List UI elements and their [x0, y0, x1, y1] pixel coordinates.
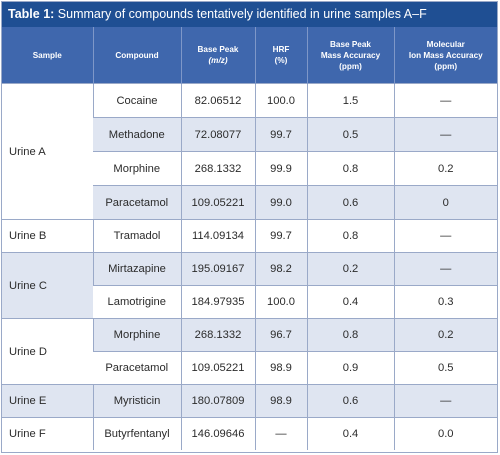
base-peak-cell: 109.05221 — [180, 185, 255, 220]
base-peak-cell: 268.1332 — [180, 318, 255, 352]
bpma-cell: 0.6 — [306, 185, 394, 220]
hrf-cell: 98.9 — [254, 384, 307, 418]
compound-cell: Mirtazapine — [92, 252, 181, 286]
sample-cell-urine-e: Urine E — [2, 384, 93, 418]
mima-cell: — — [393, 117, 497, 152]
table-caption: Table 1: Summary of compounds tentativel… — [2, 2, 497, 27]
table-row: Paracetamol 109.05221 99.0 0.6 0 — [2, 185, 497, 220]
compound-cell: Paracetamol — [93, 351, 181, 385]
base-peak-cell: 146.09646 — [180, 417, 255, 450]
mima-cell: — — [393, 83, 497, 118]
sample-cell-urine-f: Urine F — [2, 417, 93, 450]
bpma-cell: 0.9 — [306, 351, 394, 385]
table-body: Urine A Cocaine 82.06512 100.0 1.5 — Met… — [2, 83, 497, 450]
bpma-cell: 1.5 — [306, 83, 394, 118]
compound-cell: Lamotrigine — [93, 285, 181, 319]
base-peak-cell: 72.08077 — [180, 117, 255, 152]
mima-cell: — — [393, 384, 497, 418]
header-base-peak: Base Peak (m/z) — [180, 27, 255, 84]
table-row: Urine C Mirtazapine 195.09167 98.2 0.2 — — [2, 252, 497, 319]
base-peak-cell: 184.97935 — [180, 285, 255, 319]
hrf-cell: 100.0 — [254, 83, 307, 118]
caption-text: Summary of compounds tentatively identif… — [54, 7, 427, 21]
table-header: Sample Compound Base Peak (m/z) HRF (%) Ba… — [2, 27, 497, 84]
compound-cell: Paracetamol — [93, 185, 181, 220]
bpma-cell: 0.4 — [306, 285, 394, 319]
hrf-cell: 99.0 — [254, 185, 307, 220]
base-peak-cell: 180.07809 — [180, 384, 255, 418]
header-sample: Sample — [2, 27, 93, 84]
bpma-cell: 0.8 — [306, 318, 394, 352]
base-peak-cell: 109.05221 — [180, 351, 255, 385]
bpma-cell: 0.4 — [306, 417, 394, 450]
hrf-cell: 99.9 — [254, 151, 307, 186]
mima-cell: 0.5 — [393, 351, 497, 385]
table-row: Urine F Butyrfentanyl 146.09646 — 0.4 0.… — [2, 417, 497, 450]
sample-cell-urine-d: Urine D — [2, 318, 93, 385]
mima-cell: — — [393, 252, 497, 286]
compounds-table: Sample Compound Base Peak (m/z) HRF (%) Ba… — [2, 27, 497, 450]
hrf-cell: 100.0 — [254, 285, 307, 319]
compound-cell: Tramadol — [92, 219, 181, 253]
header-hrf: HRF (%) — [254, 27, 307, 84]
mima-cell: 0.0 — [393, 417, 497, 450]
hrf-cell: 99.7 — [254, 219, 307, 253]
hrf-cell: 99.7 — [254, 117, 307, 152]
compound-cell: Morphine — [92, 318, 181, 352]
compound-cell: Cocaine — [92, 83, 181, 118]
base-peak-cell: 268.1332 — [180, 151, 255, 186]
mima-cell: 0.2 — [393, 151, 497, 186]
table-row: Paracetamol 109.05221 98.9 0.9 0.5 — [2, 351, 497, 385]
hrf-cell: 98.2 — [254, 252, 307, 286]
table-row: Lamotrigine 184.97935 100.0 0.4 0.3 — [2, 285, 497, 319]
table-row: Methadone 72.08077 99.7 0.5 — — [2, 117, 497, 152]
mima-cell: 0 — [393, 185, 497, 220]
compound-cell: Myristicin — [92, 384, 181, 418]
hrf-cell: 98.9 — [254, 351, 307, 385]
header-molecular-ion-mass-accuracy: Molecular Ion Mass Accuracy (ppm) — [393, 27, 497, 84]
table-row: Urine E Myristicin 180.07809 98.9 0.6 — — [2, 384, 497, 418]
bpma-cell: 0.8 — [306, 219, 394, 253]
bpma-cell: 0.5 — [306, 117, 394, 152]
header-base-peak-unit: (m/z) — [208, 56, 228, 65]
bpma-cell: 0.2 — [306, 252, 394, 286]
sample-cell-urine-b: Urine B — [2, 219, 93, 253]
compound-cell: Butyrfentanyl — [92, 417, 181, 450]
sample-cell-urine-a: Urine A — [2, 83, 93, 220]
header-compound: Compound — [92, 27, 181, 84]
table-row: Morphine 268.1332 99.9 0.8 0.2 — [2, 151, 497, 186]
header-base-peak-mass-accuracy: Base Peak Mass Accuracy (ppm) — [306, 27, 394, 84]
base-peak-cell: 82.06512 — [180, 83, 255, 118]
mima-cell: — — [393, 219, 497, 253]
mima-cell: 0.2 — [393, 318, 497, 352]
compound-cell: Methadone — [93, 117, 181, 152]
table-row: Urine B Tramadol 114.09134 99.7 0.8 — — [2, 219, 497, 253]
hrf-cell: 96.7 — [254, 318, 307, 352]
mima-cell: 0.3 — [393, 285, 497, 319]
sample-cell-urine-c: Urine C — [2, 252, 93, 319]
compound-cell: Morphine — [93, 151, 181, 186]
base-peak-cell: 114.09134 — [180, 219, 255, 253]
caption-label: Table 1: — [8, 7, 55, 21]
bpma-cell: 0.8 — [306, 151, 394, 186]
bpma-cell: 0.6 — [306, 384, 394, 418]
base-peak-cell: 195.09167 — [180, 252, 255, 286]
hrf-cell: — — [254, 417, 307, 450]
table-row: Urine D Morphine 268.1332 96.7 0.8 0.2 — [2, 318, 497, 385]
table-row: Urine A Cocaine 82.06512 100.0 1.5 — — [2, 83, 497, 220]
